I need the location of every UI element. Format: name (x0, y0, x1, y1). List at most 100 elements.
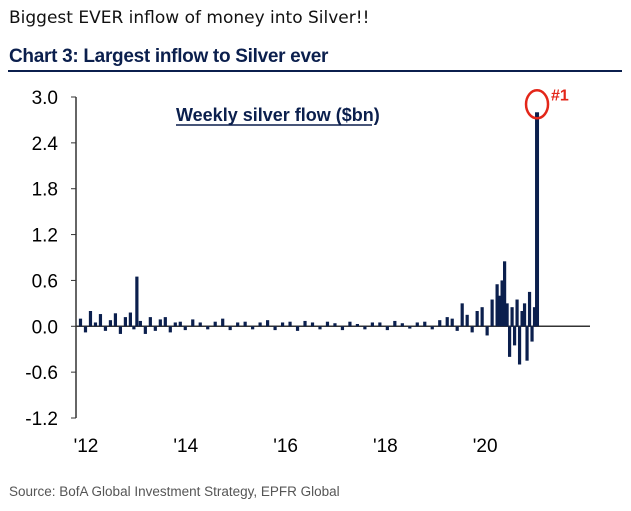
x-tick-label: '20 (473, 436, 498, 457)
bar (310, 322, 315, 327)
bar (370, 322, 374, 327)
bar (158, 319, 162, 327)
y-axis-ticks: 3.0 2.4 1.8 1.2 0.6 0.0 -0.6 -1.2 (25, 88, 76, 430)
bar (303, 320, 307, 327)
bar (113, 313, 118, 327)
bar (318, 326, 322, 330)
silver-flow-chart: 3.02.41.81.20.60.0-0.6-1.2 '12'14'16'18 '… (25, 87, 590, 457)
bar (515, 299, 519, 327)
bar (510, 307, 514, 327)
bar (517, 326, 522, 365)
inner-label: Weekly silver flow ($bn) (176, 105, 380, 125)
bar (408, 326, 412, 329)
bar (93, 322, 98, 327)
source-note: Source: BofA Global Investment Strategy,… (9, 484, 340, 499)
bar (415, 322, 419, 327)
bar (490, 299, 494, 327)
bar (228, 326, 232, 331)
bar (178, 321, 182, 327)
bar (430, 326, 434, 330)
bar (183, 326, 187, 331)
y-tick-label: 1.8 (32, 180, 58, 201)
bar (153, 326, 157, 331)
y-tick-label: -0.6 (25, 363, 58, 384)
bar (522, 303, 527, 327)
bar (465, 314, 469, 327)
bar (450, 318, 454, 327)
title-rule (8, 70, 622, 72)
bar (236, 322, 240, 327)
y-tick-label: 0.6 (32, 271, 58, 292)
bar (355, 323, 360, 327)
bar (148, 317, 152, 327)
bar (495, 284, 499, 327)
bar (385, 326, 389, 331)
record-annotation: #1 (551, 87, 569, 104)
bar (243, 321, 247, 327)
bar (123, 317, 127, 327)
bar (505, 303, 509, 327)
x-tick-label: '12 (74, 436, 99, 457)
bar (438, 320, 442, 327)
bar (535, 112, 540, 327)
bar (498, 295, 502, 327)
bar (132, 326, 136, 330)
bar (206, 326, 210, 330)
bar (455, 326, 459, 331)
bar (503, 261, 507, 327)
chart-title: Chart 3: Largest inflow to Silver ever (9, 46, 329, 67)
x-axis-ticks: '12 '14 '16 '18 '20 (74, 436, 498, 457)
bar (288, 321, 292, 327)
bars (78, 112, 540, 365)
bar (378, 322, 382, 327)
bar (273, 326, 277, 331)
headline: Biggest EVER inflow of money into Silver… (9, 8, 370, 28)
bar (460, 303, 464, 327)
bar (525, 326, 529, 361)
bar (480, 307, 484, 327)
bar (88, 311, 93, 327)
bar (258, 322, 262, 327)
bar (78, 318, 83, 327)
bar (470, 326, 474, 333)
bar (520, 311, 524, 327)
bar (135, 276, 139, 327)
bar (213, 321, 217, 327)
bar (530, 326, 534, 342)
bar (400, 323, 404, 327)
bar (83, 326, 88, 333)
bar (527, 291, 532, 327)
bar (103, 326, 108, 331)
x-tick-label: '16 (273, 436, 298, 457)
bar (221, 318, 225, 327)
bar (173, 322, 177, 327)
bar (507, 326, 512, 357)
bar (280, 322, 285, 327)
bar (128, 312, 132, 327)
bar (325, 321, 330, 327)
bar (163, 317, 167, 327)
bar (475, 311, 479, 327)
bar (98, 314, 103, 327)
bar (423, 321, 427, 327)
x-tick-label: '18 (373, 436, 398, 457)
bar (445, 317, 449, 327)
bar (251, 326, 255, 330)
bar (168, 326, 172, 333)
record-highlight-circle (524, 89, 550, 120)
y-tick-label: 3.0 (32, 88, 58, 109)
bar (393, 320, 397, 327)
y-tick-label: 0.0 (32, 317, 58, 338)
x-tick-label: '14 (173, 436, 198, 457)
bar (108, 320, 113, 327)
bar (191, 319, 195, 327)
y-tick-label: -1.2 (25, 409, 58, 430)
bar (348, 321, 352, 327)
bar (143, 326, 147, 334)
bar (512, 326, 517, 346)
bar (340, 326, 345, 331)
bar (485, 326, 489, 336)
bar (500, 280, 504, 327)
y-tick-label: 1.2 (32, 226, 58, 247)
bar (532, 307, 537, 327)
